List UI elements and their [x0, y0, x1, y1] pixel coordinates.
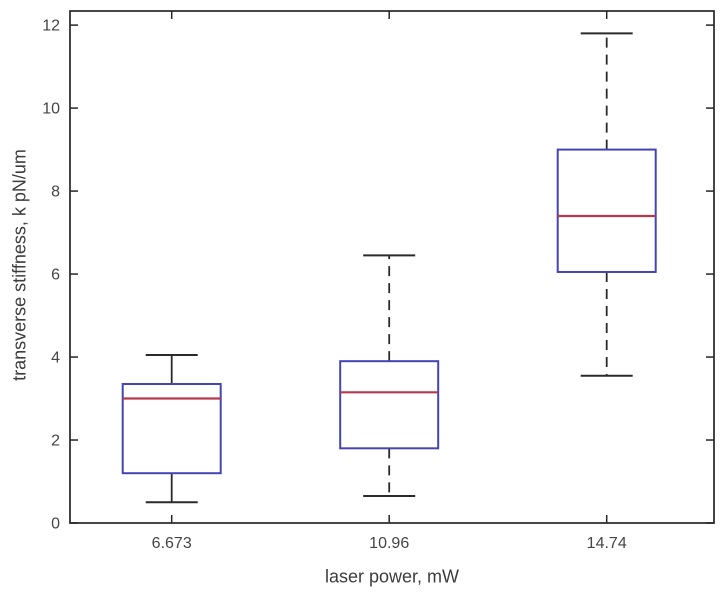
y-tick-label: 2: [51, 433, 60, 450]
y-tick-label: 6: [51, 267, 60, 284]
y-tick-label: 4: [51, 350, 60, 367]
box-rect: [339, 360, 440, 450]
box-rect: [121, 383, 222, 475]
y-tick-label: 0: [51, 516, 60, 533]
x-tick-label: 14.74: [587, 535, 627, 552]
plot-frame: [69, 10, 715, 524]
y-axis-label: transverse stiffness, k pN/um: [9, 149, 30, 381]
y-tick-label: 8: [51, 184, 60, 201]
x-tick-label: 10.96: [369, 535, 409, 552]
y-tick-label: 10: [42, 101, 60, 118]
y-tick-label: 12: [42, 18, 60, 35]
x-axis-label: laser power, mW: [324, 566, 460, 587]
x-tick-label: 6.673: [152, 535, 192, 552]
box-rect: [556, 148, 657, 273]
